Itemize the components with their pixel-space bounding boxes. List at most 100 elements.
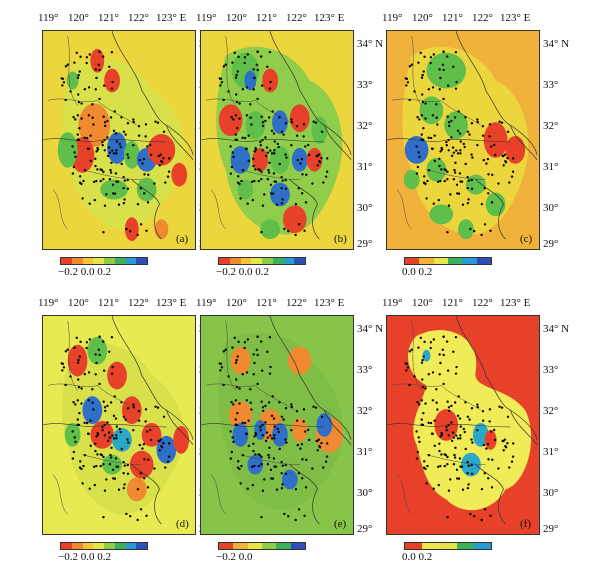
station-point bbox=[219, 369, 222, 372]
station-point bbox=[136, 233, 139, 237]
province-boundary bbox=[47, 35, 142, 230]
colorbar-ticks: −0.2 0.0 0.2 bbox=[58, 266, 111, 278]
station-point bbox=[246, 202, 249, 205]
station-point bbox=[166, 460, 170, 463]
station-point bbox=[300, 157, 304, 161]
station-point bbox=[85, 346, 88, 350]
colorbar bbox=[218, 257, 306, 265]
station-point bbox=[270, 152, 274, 155]
station-point bbox=[102, 115, 105, 118]
station-point bbox=[153, 182, 156, 185]
station-point bbox=[100, 453, 104, 457]
station-point bbox=[270, 414, 274, 418]
station-point bbox=[273, 152, 276, 155]
anomaly-patch bbox=[173, 425, 190, 454]
station-point bbox=[243, 56, 247, 59]
station-point bbox=[418, 155, 421, 159]
station-point bbox=[166, 175, 170, 178]
station-point bbox=[110, 87, 114, 90]
station-point bbox=[502, 449, 505, 452]
station-point bbox=[452, 65, 455, 68]
anomaly-patch bbox=[426, 52, 466, 89]
station-point bbox=[61, 369, 64, 372]
station-point bbox=[469, 512, 472, 516]
station-point bbox=[455, 434, 458, 437]
station-point bbox=[102, 463, 105, 466]
station-point bbox=[113, 110, 116, 113]
station-point bbox=[467, 464, 470, 467]
anomaly-patch bbox=[112, 427, 132, 452]
station-point bbox=[220, 366, 224, 369]
station-point bbox=[269, 183, 273, 186]
station-point bbox=[427, 421, 430, 425]
station-point bbox=[235, 100, 239, 104]
station-point bbox=[438, 449, 441, 453]
station-point bbox=[105, 193, 108, 196]
station-point bbox=[77, 93, 80, 96]
colorbar-segment bbox=[473, 543, 492, 549]
station-point bbox=[445, 425, 448, 429]
station-point bbox=[441, 63, 445, 66]
station-point bbox=[301, 192, 304, 195]
station-point bbox=[439, 464, 442, 468]
province-boundary bbox=[205, 320, 300, 515]
station-point bbox=[462, 427, 465, 431]
station-point bbox=[73, 346, 76, 349]
latitude-label: 34° N bbox=[357, 323, 384, 335]
station-point bbox=[122, 471, 125, 475]
anomaly-patch bbox=[244, 70, 257, 91]
station-point bbox=[261, 406, 265, 409]
station-point bbox=[295, 419, 299, 422]
station-point bbox=[260, 178, 263, 181]
station-point bbox=[146, 201, 150, 204]
station-point bbox=[452, 436, 456, 439]
station-point bbox=[229, 430, 232, 433]
station-point bbox=[139, 508, 143, 511]
colorbar-segment bbox=[476, 258, 491, 264]
colorbar-segment bbox=[71, 258, 83, 264]
station-point bbox=[450, 404, 453, 408]
station-point bbox=[124, 418, 127, 421]
station-point bbox=[467, 198, 470, 201]
station-point bbox=[110, 335, 114, 339]
station-point bbox=[420, 423, 423, 426]
station-point bbox=[94, 68, 97, 71]
station-point bbox=[457, 395, 460, 398]
station-point bbox=[417, 151, 420, 154]
station-point bbox=[303, 514, 306, 517]
station-point bbox=[119, 145, 122, 149]
station-point bbox=[251, 483, 254, 487]
latitude-label: 31° bbox=[357, 161, 373, 173]
longitude-label: 121° bbox=[442, 12, 463, 24]
station-point bbox=[282, 133, 285, 136]
station-point bbox=[109, 453, 112, 457]
station-point bbox=[451, 146, 455, 149]
station-point bbox=[325, 170, 329, 173]
station-point bbox=[444, 168, 448, 172]
station-point bbox=[139, 223, 143, 226]
station-point bbox=[142, 157, 146, 161]
station-point bbox=[250, 180, 254, 184]
station-point bbox=[162, 130, 166, 133]
station-point bbox=[227, 90, 230, 93]
station-point bbox=[278, 116, 281, 119]
station-point bbox=[85, 61, 88, 65]
station-point bbox=[315, 439, 318, 443]
station-point bbox=[111, 80, 114, 84]
station-point bbox=[255, 63, 259, 66]
latitude-label: 30° bbox=[357, 487, 373, 499]
station-point bbox=[111, 365, 114, 369]
station-point bbox=[94, 373, 97, 376]
station-point bbox=[98, 335, 101, 339]
station-point bbox=[259, 425, 262, 429]
station-point bbox=[62, 366, 66, 369]
station-point bbox=[249, 116, 252, 119]
station-point bbox=[422, 466, 426, 469]
station-point bbox=[311, 467, 314, 470]
station-point bbox=[294, 518, 297, 522]
station-point bbox=[508, 181, 511, 184]
station-point bbox=[236, 466, 240, 469]
station-point bbox=[243, 61, 246, 65]
station-point bbox=[88, 202, 91, 205]
station-point bbox=[452, 151, 456, 154]
